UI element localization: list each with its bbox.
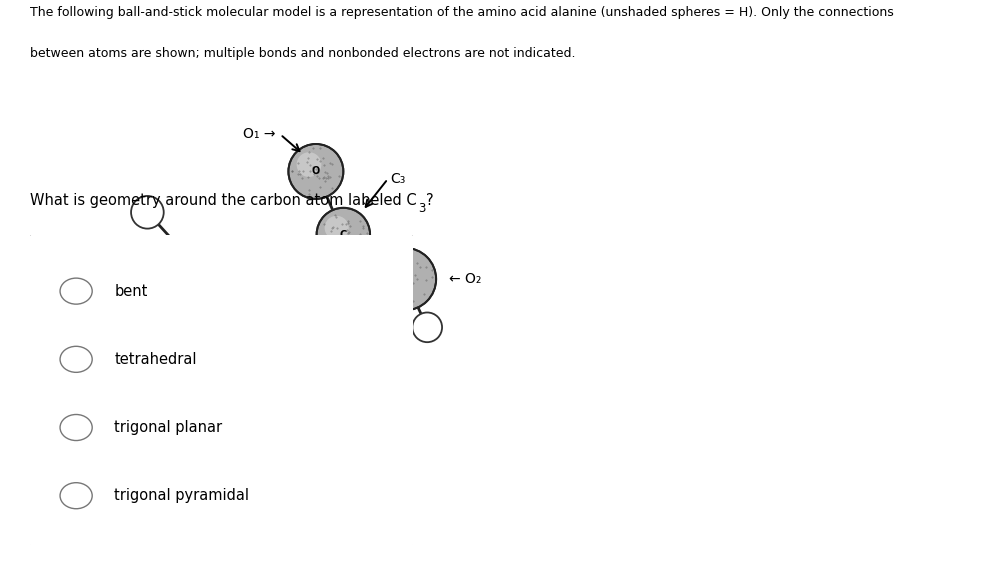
Circle shape <box>308 450 330 472</box>
Text: ?: ? <box>426 193 434 208</box>
Text: C: C <box>339 230 347 239</box>
Circle shape <box>305 331 323 350</box>
Text: trigonal pyramidal: trigonal pyramidal <box>115 488 250 503</box>
Text: O₁ →: O₁ → <box>243 127 275 141</box>
Circle shape <box>316 208 370 261</box>
Text: C: C <box>275 274 282 284</box>
Circle shape <box>60 483 93 509</box>
Text: C₂: C₂ <box>275 464 290 479</box>
Text: O: O <box>401 274 409 284</box>
Circle shape <box>383 257 411 285</box>
Text: N: N <box>282 426 290 436</box>
Circle shape <box>269 466 288 486</box>
Circle shape <box>273 418 290 435</box>
Text: O: O <box>312 166 320 176</box>
Text: bent: bent <box>115 284 148 298</box>
Circle shape <box>267 412 305 451</box>
Circle shape <box>188 259 229 299</box>
Circle shape <box>131 196 164 228</box>
Text: The following ball-and-stick molecular model is a representation of the amino ac: The following ball-and-stick molecular m… <box>30 6 894 19</box>
Circle shape <box>324 216 348 240</box>
Text: 3: 3 <box>418 202 426 215</box>
Circle shape <box>147 246 169 268</box>
Text: tetrahedral: tetrahedral <box>115 352 197 367</box>
Circle shape <box>60 414 93 440</box>
Circle shape <box>257 257 301 301</box>
Circle shape <box>60 278 93 304</box>
Circle shape <box>288 144 343 199</box>
Text: What is geometry around the carbon atom labeled C: What is geometry around the carbon atom … <box>30 193 417 208</box>
Circle shape <box>299 325 340 367</box>
Circle shape <box>297 152 321 177</box>
Circle shape <box>263 263 283 284</box>
Circle shape <box>379 327 398 347</box>
FancyBboxPatch shape <box>28 234 415 547</box>
Circle shape <box>194 265 212 283</box>
Text: between atoms are shown; multiple bonds and nonbonded electrons are not indicate: between atoms are shown; multiple bonds … <box>30 46 576 60</box>
Text: ← O₂: ← O₂ <box>449 272 482 286</box>
Circle shape <box>181 367 229 414</box>
Text: trigonal planar: trigonal planar <box>115 420 223 435</box>
Circle shape <box>60 346 93 373</box>
Text: C: C <box>316 341 323 351</box>
Circle shape <box>139 284 166 311</box>
Circle shape <box>374 248 436 311</box>
Text: C: C <box>204 274 211 284</box>
Text: C₃: C₃ <box>390 172 406 186</box>
Circle shape <box>413 312 442 342</box>
Circle shape <box>235 309 257 331</box>
Text: C₁ →: C₁ → <box>136 272 167 286</box>
